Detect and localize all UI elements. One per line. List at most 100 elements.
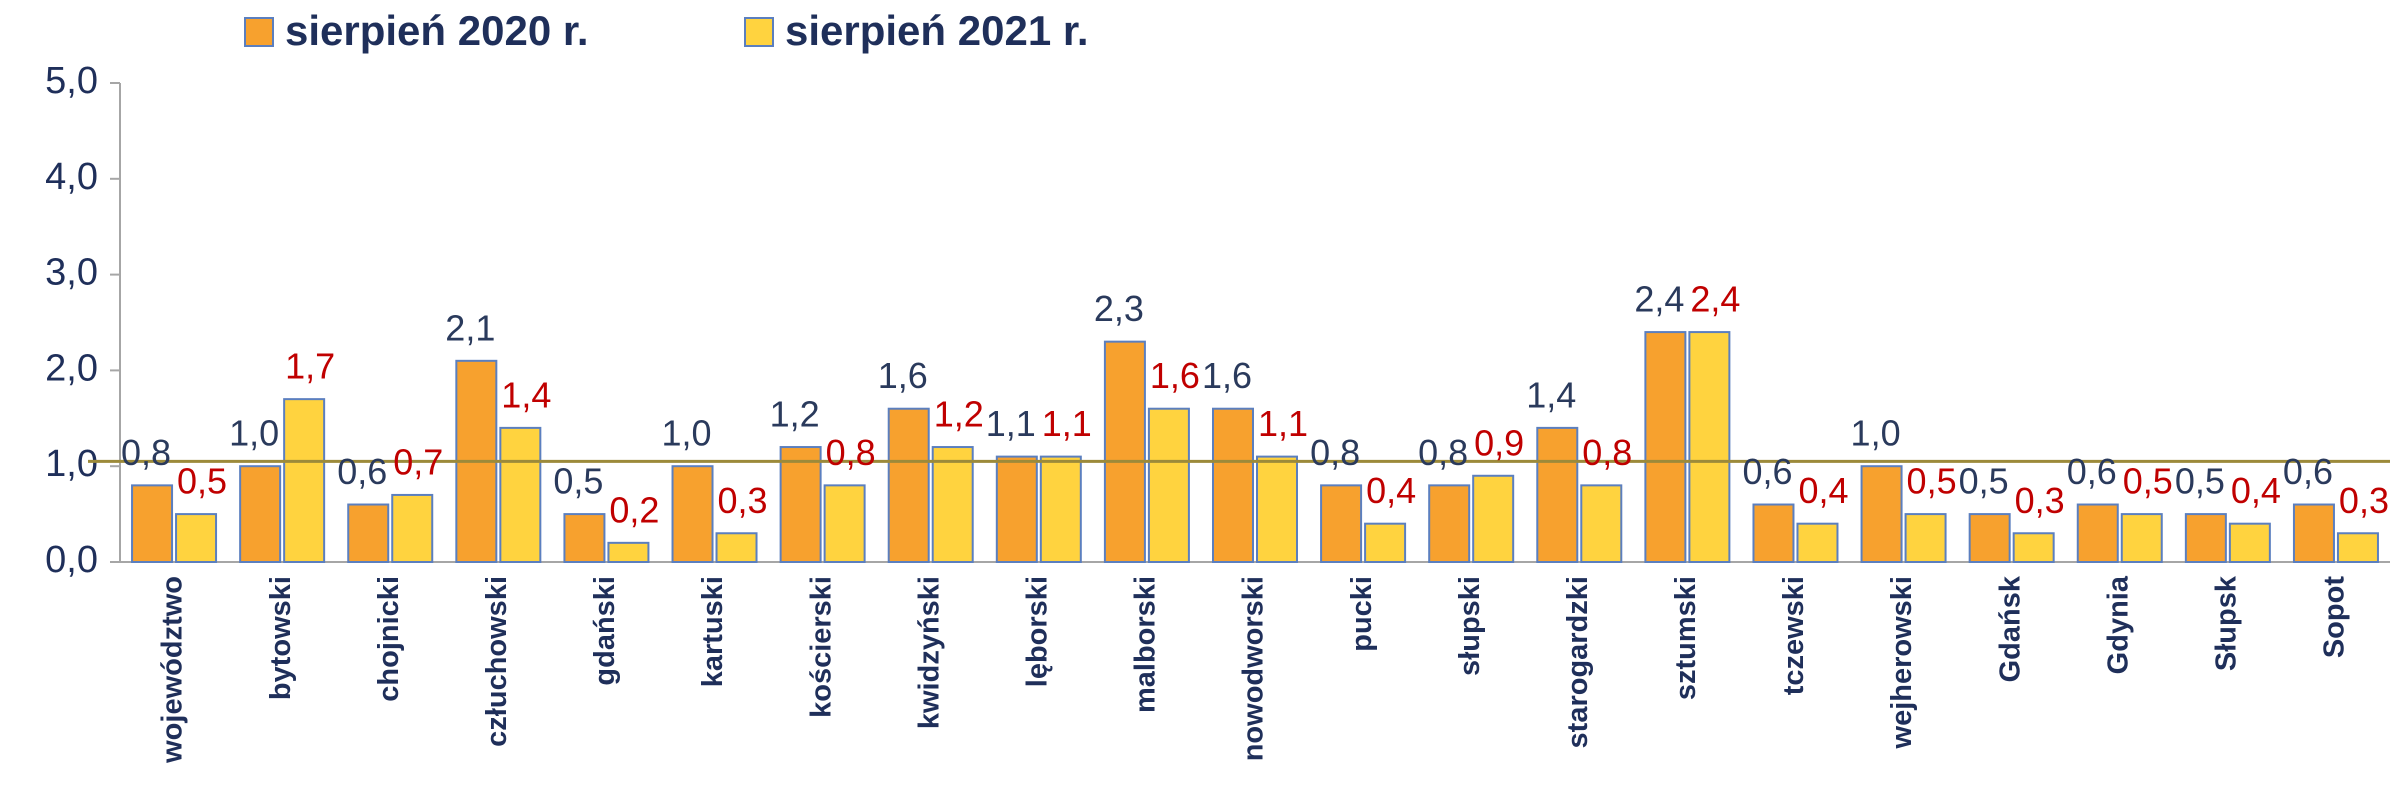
data-label: 2,4: [1634, 279, 1684, 320]
data-label: 0,5: [553, 461, 603, 502]
x-tick-label: lęborski: [1021, 576, 1053, 687]
data-label: 1,4: [501, 374, 551, 415]
data-label: 0,6: [2283, 451, 2333, 492]
x-tick-label: pucki: [1346, 576, 1378, 652]
bar: [823, 484, 866, 563]
data-label: 0,8: [826, 432, 876, 473]
bar: [607, 541, 650, 564]
bar: [2076, 503, 2119, 563]
data-label: 0,5: [177, 461, 227, 502]
data-label: 1,1: [1258, 403, 1308, 444]
x-tick-label: bytowski: [265, 576, 297, 700]
bar: [1039, 455, 1082, 563]
bar: [779, 446, 822, 564]
data-label: 0,8: [1582, 432, 1632, 473]
x-tick-label: województwo: [157, 576, 189, 764]
data-label: 0,7: [393, 441, 443, 482]
bar: [1904, 513, 1947, 563]
bar: [1580, 484, 1623, 563]
data-label: 0,5: [2175, 461, 2225, 502]
bar: [671, 465, 714, 564]
bar: [2228, 522, 2271, 563]
x-tick-label: kartuski: [697, 576, 729, 687]
bar: [1536, 426, 1579, 563]
bar: [1212, 407, 1254, 563]
data-label: 0,4: [1366, 470, 1416, 511]
bar: [1752, 503, 1795, 563]
bar: [1320, 484, 1363, 563]
legend-swatch: [744, 17, 774, 47]
bar: [2292, 503, 2335, 563]
bar: [347, 503, 390, 563]
x-tick-label: słupski: [1454, 576, 1486, 676]
x-tick-label: kwidzyński: [913, 576, 945, 729]
bar: [131, 484, 174, 563]
data-label: 1,2: [770, 394, 820, 435]
data-label: 1,6: [1150, 355, 1200, 396]
bar: [1256, 455, 1298, 563]
legend-label: sierpień 2021 r.: [785, 7, 1089, 54]
bar: [1688, 331, 1731, 563]
data-label: 0,8: [1418, 432, 1468, 473]
bar: [887, 407, 930, 563]
bar: [2184, 513, 2227, 563]
x-tick-label: tczewski: [1778, 576, 1810, 695]
x-tick-label: malborski: [1130, 576, 1162, 713]
x-tick-label: Słupsk: [2211, 575, 2243, 671]
x-tick-label: chojnicki: [373, 576, 405, 702]
bar: [391, 493, 434, 563]
x-tick-label: starogardzki: [1562, 576, 1594, 748]
data-label: 0,6: [337, 451, 387, 492]
legend-swatch: [244, 17, 274, 47]
bar: [1472, 474, 1515, 563]
bar: [1796, 522, 1839, 563]
data-label: 0,9: [1474, 422, 1524, 463]
x-tick-label: Gdynia: [2102, 575, 2134, 674]
y-tick-label: 3,0: [45, 252, 98, 294]
x-tick-label: kościerski: [805, 576, 837, 718]
bar: [1860, 465, 1903, 564]
x-tick-label: sztumski: [1670, 576, 1702, 700]
bar: [1428, 484, 1471, 563]
x-tick-label: nowodworski: [1238, 576, 1270, 761]
data-label: 2,3: [1094, 288, 1144, 329]
data-label: 1,0: [662, 413, 712, 454]
bar: [2012, 532, 2055, 564]
bar: [175, 513, 218, 563]
data-label: 0,6: [2067, 451, 2117, 492]
data-label: 0,3: [718, 480, 768, 521]
data-label: 0,8: [121, 432, 171, 473]
bar: [1364, 522, 1407, 563]
y-tick-label: 4,0: [45, 156, 98, 198]
bar: [715, 532, 758, 564]
legend-label: sierpień 2020 r.: [285, 7, 589, 54]
x-tick-label: gdański: [589, 576, 621, 686]
data-label: 2,4: [1690, 279, 1740, 320]
x-tick-label: Gdańsk: [1994, 575, 2026, 682]
data-label: 0,2: [609, 489, 659, 530]
data-label: 0,4: [2231, 470, 2281, 511]
data-label: 0,3: [2339, 480, 2389, 521]
bar: [1968, 513, 2011, 563]
y-tick-label: 0,0: [45, 539, 98, 581]
bar: [563, 513, 606, 563]
y-tick-label: 2,0: [45, 347, 98, 389]
data-label: 2,1: [445, 307, 495, 348]
bar: [499, 426, 542, 563]
y-tick-label: 1,0: [45, 443, 98, 485]
data-label: 1,7: [285, 346, 335, 387]
data-label: 1,6: [878, 355, 928, 396]
bar: [283, 398, 326, 564]
x-tick-label: człuchowski: [481, 576, 513, 747]
bar: [1147, 407, 1190, 563]
data-label: 0,5: [1907, 461, 1957, 502]
y-tick-label: 5,0: [45, 60, 98, 102]
data-label: 0,3: [2015, 480, 2065, 521]
data-label: 1,1: [1042, 403, 1092, 444]
data-label: 0,6: [1742, 451, 1792, 492]
data-label: 1,0: [1851, 413, 1901, 454]
data-label: 0,8: [1310, 432, 1360, 473]
bar: [2120, 513, 2163, 563]
data-label: 1,6: [1202, 355, 1252, 396]
